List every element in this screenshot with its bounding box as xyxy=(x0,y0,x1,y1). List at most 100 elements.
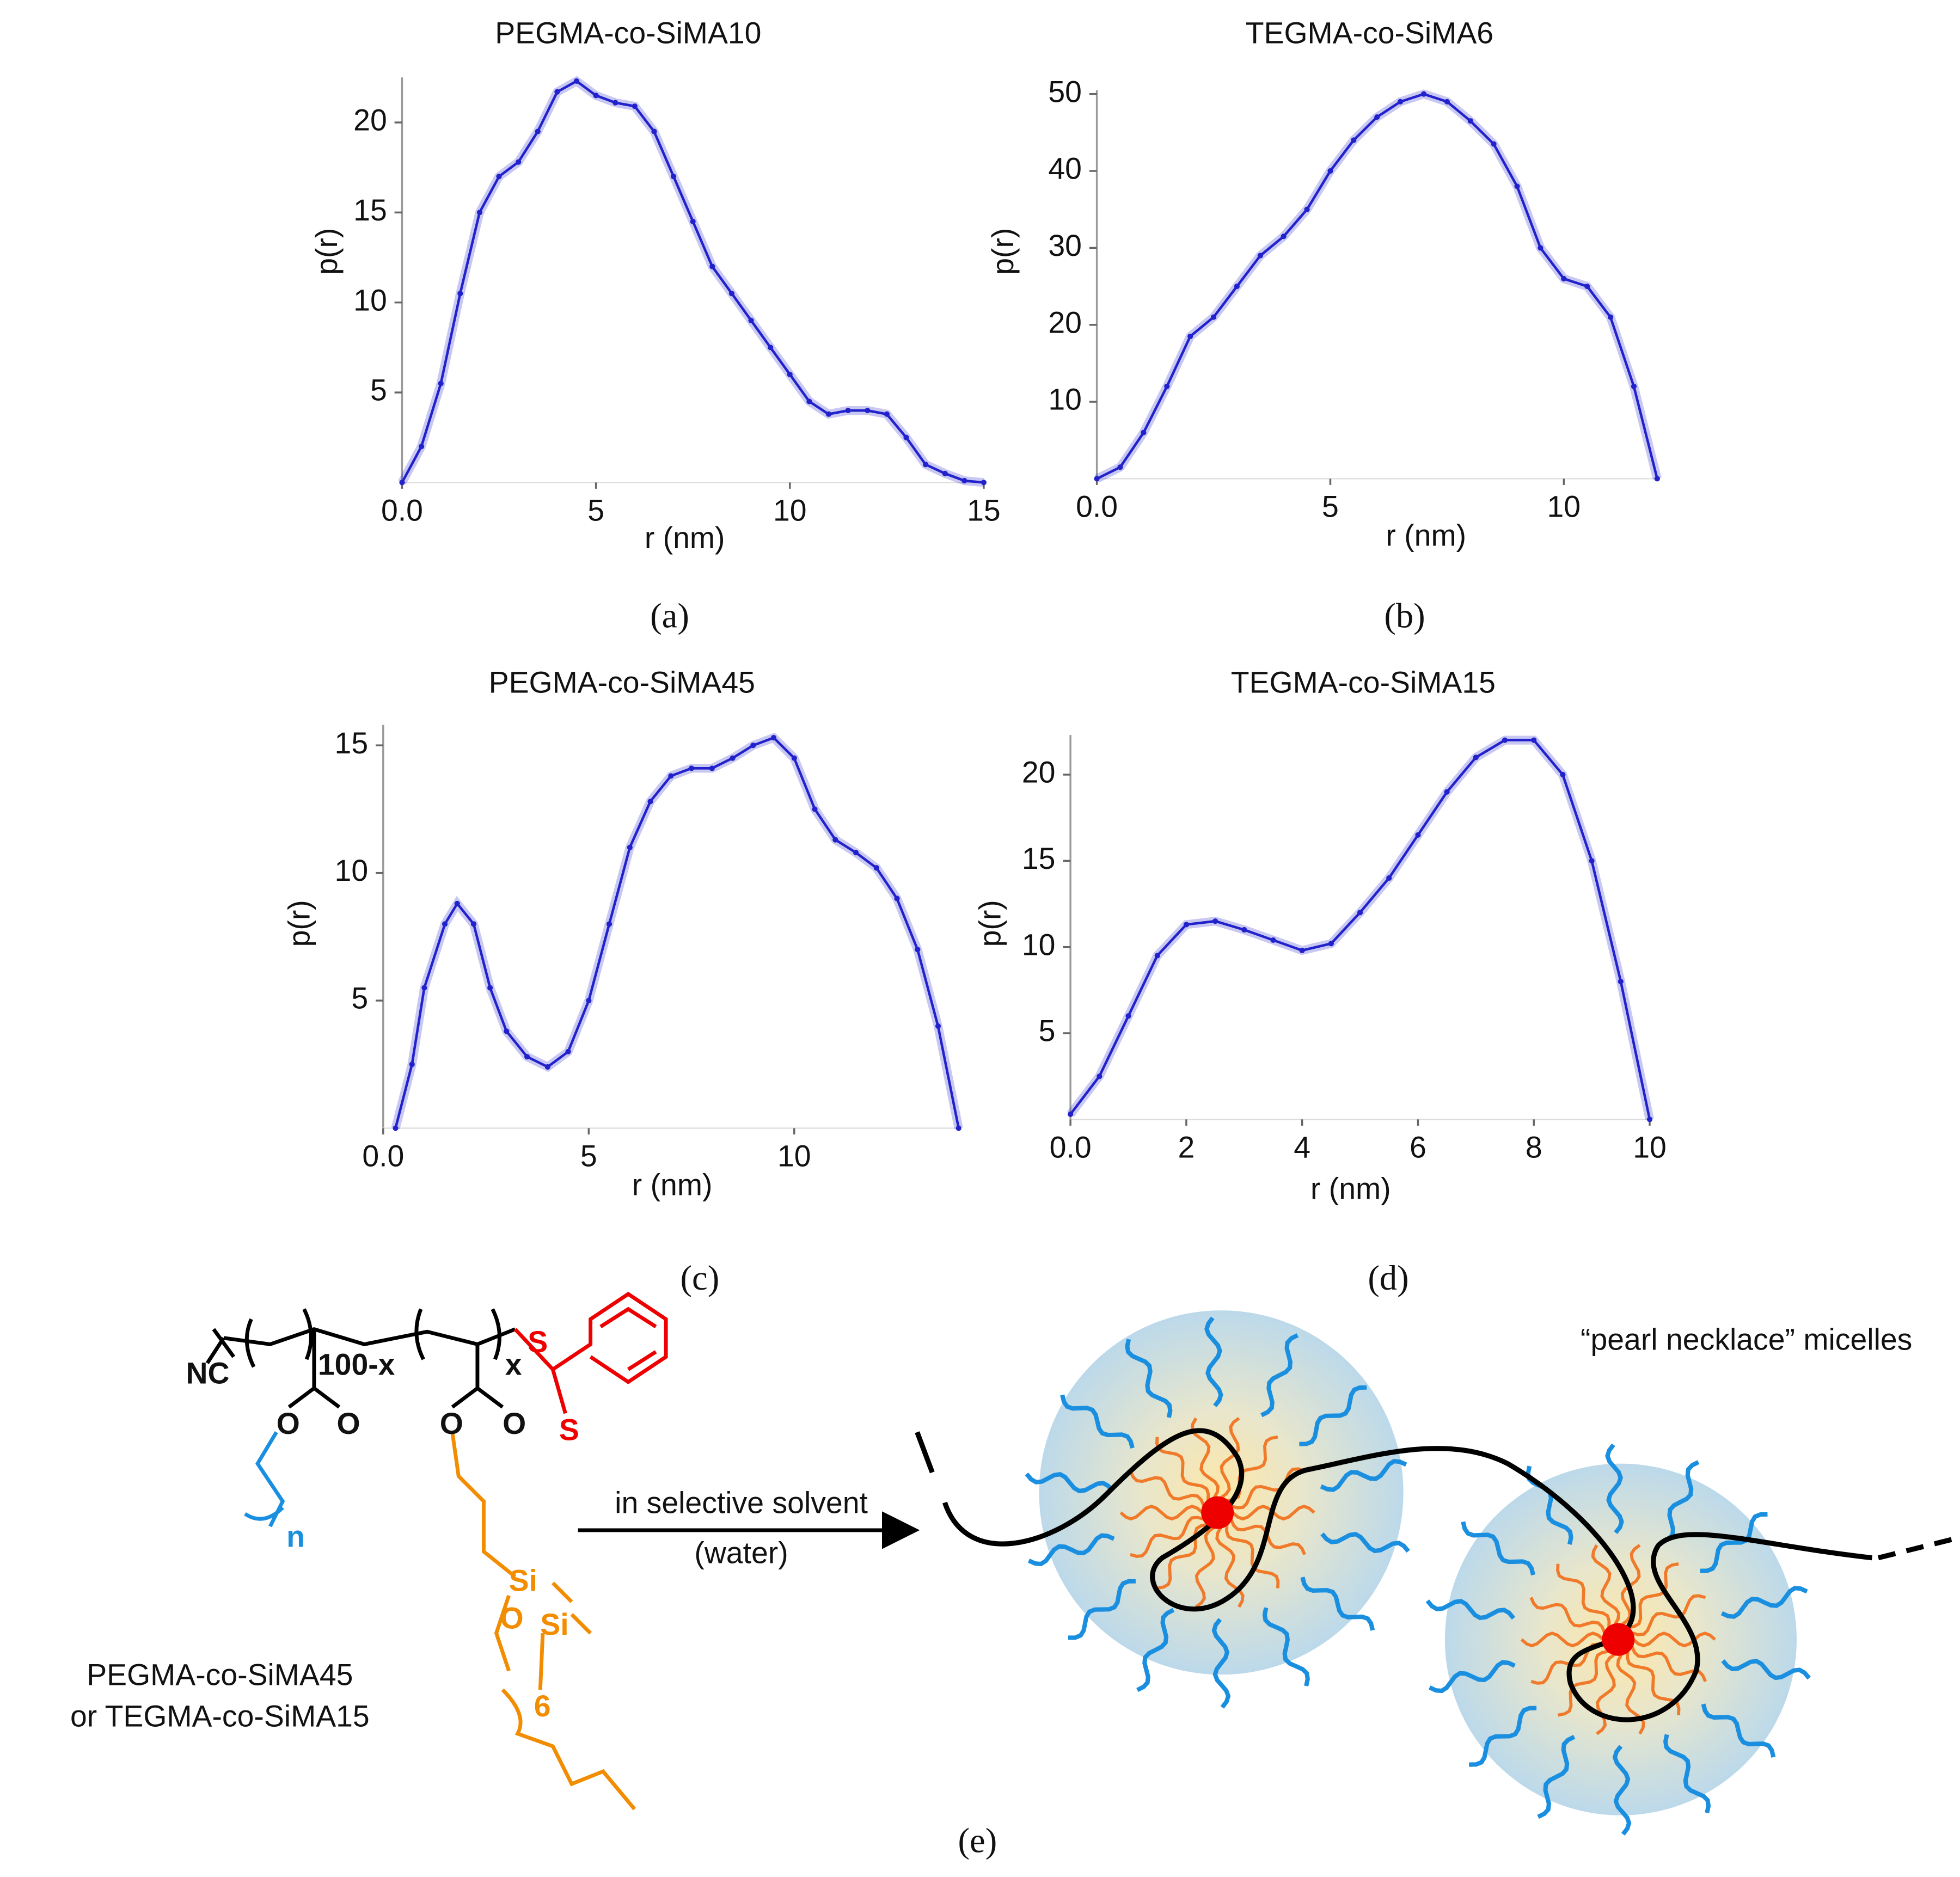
x-tick-label: 0.0 xyxy=(1050,1130,1092,1164)
data-point xyxy=(442,921,448,927)
data-point xyxy=(1357,910,1363,916)
data-point xyxy=(1210,314,1217,320)
data-point xyxy=(832,837,838,843)
data-point xyxy=(524,1054,530,1060)
data-point xyxy=(1608,314,1614,320)
y-tick-label: 5 xyxy=(370,373,387,407)
side-chain xyxy=(1632,1631,1716,1648)
atom: S xyxy=(559,1413,579,1447)
side-chain xyxy=(1136,1608,1175,1692)
error-band xyxy=(391,732,963,1130)
data-point xyxy=(1270,937,1276,943)
data-point xyxy=(768,345,774,351)
data-point xyxy=(504,1028,510,1034)
x-tick-label: 15 xyxy=(967,493,1001,527)
side-chain xyxy=(1225,1524,1280,1588)
data-point xyxy=(1117,464,1123,470)
data-point xyxy=(1374,114,1380,120)
side-chain xyxy=(1596,1653,1616,1735)
data-point xyxy=(903,434,909,440)
data-point xyxy=(1257,253,1263,259)
micelle xyxy=(1039,1310,1404,1675)
data-point xyxy=(1473,755,1479,760)
y-axis-label: p(r) xyxy=(310,228,344,275)
data-point xyxy=(961,477,967,484)
data-point xyxy=(1444,99,1450,105)
data-point xyxy=(670,174,677,180)
x-tick-label: 5 xyxy=(580,1139,597,1173)
atom: O xyxy=(500,1602,523,1635)
data-point xyxy=(730,755,736,761)
data-point xyxy=(1531,737,1537,743)
data-point xyxy=(1154,953,1160,959)
x-tick-label: 5 xyxy=(587,493,604,527)
y-tick-label: 50 xyxy=(1048,75,1082,108)
data-point xyxy=(535,128,541,134)
y-tick-label: 15 xyxy=(353,193,387,227)
backbone xyxy=(915,1428,1872,1722)
side-chain xyxy=(1721,1659,1811,1680)
chains xyxy=(1025,1316,1811,1836)
side-chain xyxy=(1701,1703,1776,1758)
data-point xyxy=(421,985,427,991)
data-point xyxy=(1299,947,1305,954)
side-chain xyxy=(1204,1316,1223,1407)
chart-title: PEGMA-co-SiMA10 xyxy=(495,16,761,50)
panel-label: (e) xyxy=(958,1821,997,1861)
data-point xyxy=(399,480,405,486)
x-axis-label: r (nm) xyxy=(1386,518,1466,552)
data-point xyxy=(627,844,633,850)
micelle-label: “pearl necklace” micelles xyxy=(1581,1322,1912,1356)
side-chain xyxy=(1429,1660,1516,1694)
data-point xyxy=(1304,206,1310,212)
side-chain xyxy=(1612,1745,1632,1836)
data-point xyxy=(438,381,444,387)
data-point xyxy=(770,735,777,741)
y-tick-label: 20 xyxy=(1022,756,1056,789)
data-point xyxy=(651,128,657,134)
data-point xyxy=(612,100,618,106)
y-axis-label: p(r) xyxy=(282,900,316,947)
x-tick-label: 4 xyxy=(1294,1130,1310,1164)
x-tick-label: 0.0 xyxy=(362,1139,404,1173)
data-point xyxy=(873,865,879,871)
data-point xyxy=(1281,234,1287,240)
atom: O xyxy=(440,1407,463,1440)
data-point xyxy=(1068,1111,1074,1117)
data-point xyxy=(1094,476,1100,482)
data-point xyxy=(409,1062,415,1068)
atom: 6 xyxy=(534,1689,551,1723)
data-point xyxy=(791,755,797,761)
side-chain xyxy=(1469,1706,1537,1767)
chart-title: TEGMA-co-SiMA15 xyxy=(1231,665,1496,699)
y-tick-label: 10 xyxy=(335,854,369,887)
data-point xyxy=(1212,918,1218,924)
y-tick-label: 5 xyxy=(351,982,368,1015)
side-chain xyxy=(1025,1472,1115,1494)
data-point xyxy=(894,895,900,901)
data-point xyxy=(1467,118,1473,124)
data-point xyxy=(1491,141,1497,147)
polymer-name: or TEGMA-co-SiMA15 xyxy=(70,1700,370,1733)
data-point xyxy=(825,411,832,417)
atom: O xyxy=(277,1407,300,1440)
x-tick-label: 10 xyxy=(773,493,807,527)
side-chain xyxy=(1230,1467,1306,1510)
data-point xyxy=(1398,99,1404,105)
data-point xyxy=(470,921,477,927)
side-chain xyxy=(1520,1631,1604,1648)
data-point xyxy=(454,900,460,906)
y-tick-label: 15 xyxy=(1022,842,1056,875)
data-point xyxy=(1560,771,1566,778)
side-chain xyxy=(1119,1505,1204,1521)
data-point xyxy=(806,398,812,404)
x-tick-label: 2 xyxy=(1178,1130,1195,1164)
data-point xyxy=(606,921,612,927)
side-chain xyxy=(1060,1394,1135,1449)
side-chain xyxy=(1631,1594,1706,1636)
y-tick-label: 30 xyxy=(1048,229,1082,262)
side-chain xyxy=(1155,1437,1210,1501)
error-band xyxy=(398,76,984,487)
chart-title: PEGMA-co-SiMA45 xyxy=(489,665,755,699)
